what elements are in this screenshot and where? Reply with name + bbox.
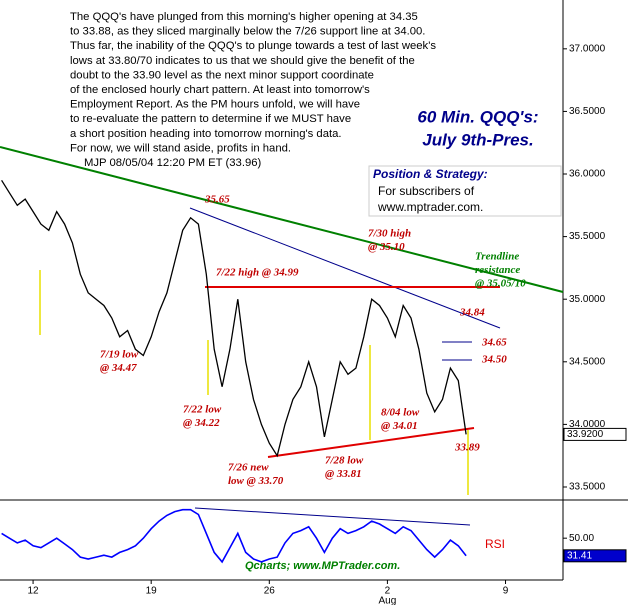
commentary-line: doubt to the 33.90 level as the next min… [70, 69, 374, 81]
markers [39, 270, 469, 495]
chart-title: 60 Min. QQQ's: [417, 107, 538, 126]
annotation: 7/26 new [228, 462, 269, 474]
series-label: RSI [485, 537, 505, 551]
annotation: 7/28 low [325, 455, 364, 467]
commentary-line: a short position heading into tomorrow m… [70, 128, 342, 140]
commentary-line: to 33.88, as they sliced marginally belo… [70, 26, 425, 38]
x-tick-label: 9 [503, 586, 509, 597]
price-line [1, 179, 467, 458]
rsi-trendline [194, 507, 471, 526]
commentary: The QQQ's have plunged from this morning… [70, 11, 436, 169]
credit: Qcharts; www.MPTrader.com. [245, 560, 400, 572]
y-tick-label: 36.5000 [569, 106, 606, 117]
last-value-label: 31.41 [567, 550, 592, 561]
annotation: @ 34.22 [183, 417, 220, 429]
annotation: @ 34.47 [100, 362, 137, 374]
annotation: 34.84 [459, 307, 485, 319]
chart-title: July 9th-Pres. [422, 130, 534, 149]
annotation: 7/30 high [368, 228, 411, 240]
annotation: @ 33.81 [325, 468, 362, 480]
commentary-line: to re-evaluate the pattern to determine … [70, 113, 351, 125]
y-tick-label: 34.5000 [569, 356, 606, 367]
last-value-label: 33.9200 [567, 429, 604, 440]
annotation: 34.50 [481, 354, 507, 366]
annotation: low @ 33.70 [228, 475, 284, 487]
annotation: @ 35.05/10 [475, 278, 526, 290]
trendline-resistance [0, 146, 564, 293]
commentary-line: Employment Report. As the PM hours unfol… [70, 99, 360, 111]
y-tick-label: 37.0000 [569, 43, 606, 54]
annotation: 8/04 low [381, 407, 420, 419]
annotation: 33.89 [454, 442, 480, 454]
box-text: www.mptrader.com. [377, 200, 483, 214]
box-heading: Position & Strategy: [373, 167, 488, 181]
y-tick-label: 35.5000 [569, 231, 606, 242]
price-line [1, 508, 467, 564]
x-tick-label: 2 [385, 586, 391, 597]
annotation: 7/22 high @ 34.99 [216, 267, 299, 279]
trendline-down [189, 207, 501, 329]
x-tick-label: 12 [28, 586, 40, 597]
commentary-line: MJP 08/05/04 12:20 PM ET (33.96) [84, 157, 262, 169]
box-text: For subscribers of [378, 184, 475, 198]
x-tick-label: 26 [264, 586, 276, 597]
support-line [267, 427, 475, 458]
commentary-line: of the enclosed hourly chart pattern. At… [70, 84, 370, 96]
y-tick-label: 36.0000 [569, 169, 606, 180]
annotation: Trendline [475, 251, 519, 263]
annotation: resistance [475, 264, 520, 276]
strategy-box [368, 165, 562, 217]
annotation: 34.65 [481, 337, 507, 349]
last-value-box [563, 549, 627, 563]
y-tick-label: 35.0000 [569, 294, 606, 305]
last-value-box [563, 427, 627, 441]
x-sublabel: Aug [379, 596, 397, 605]
annotation: 35.65 [204, 194, 230, 206]
commentary-line: For now, we will stand aside, profits in… [70, 142, 291, 154]
commentary-line: Thus far, the inability of the QQQ's to … [70, 40, 436, 52]
y-tick-label: 34.0000 [569, 419, 606, 430]
x-tick-label: 19 [146, 586, 158, 597]
commentary-line: lows at 33.80/70 indicates to us that we… [70, 55, 415, 67]
commentary-line: The QQQ's have plunged from this morning… [70, 11, 418, 23]
y-tick-label: 33.5000 [569, 482, 606, 493]
y-tick-label: 50.00 [569, 533, 594, 544]
annotation: 7/19 low [100, 349, 139, 361]
annotation: @ 34.01 [381, 420, 418, 432]
annotation: @ 35.10 [368, 241, 405, 253]
annotation: 7/22 low [183, 404, 222, 416]
